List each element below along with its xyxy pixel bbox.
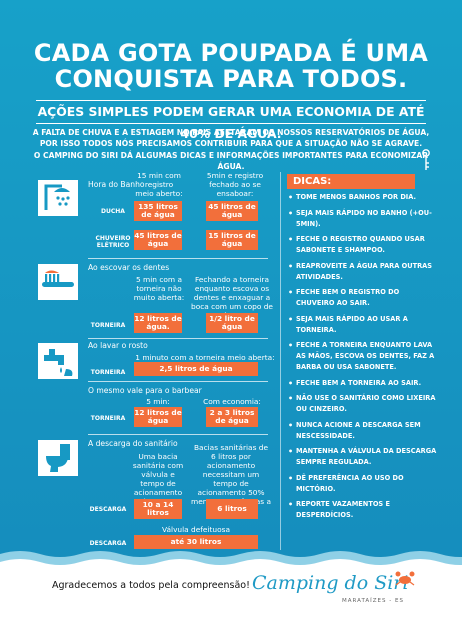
sanitario-col1-header: Uma bacia sanitária com válvula e tempo … xyxy=(132,452,184,506)
list-item: REPORTE VAZAMENTOS E DESPERDÍCIOS. xyxy=(288,499,438,521)
dentes-section-label: Ao escovar os dentes xyxy=(88,263,170,272)
rosto-section-label: Ao lavar o rosto xyxy=(88,341,148,350)
intro-line: POR ISSO TODOS NÓS PRECISAMOS CONTRIBUIR… xyxy=(39,139,423,149)
row-label-torneira-dentes: TORNEIRA xyxy=(90,322,126,329)
list-item: FECHE BEM O REGISTRO DO CHUVEIRO AO SAIR… xyxy=(288,287,438,309)
toilet-icon xyxy=(38,440,78,476)
list-item: NUNCA ACIONE A DESCARGA SEM NESCESSIDADE… xyxy=(288,420,438,442)
shower-icon xyxy=(38,180,78,216)
value-chuveiro-normal: 45 litros de água xyxy=(134,230,182,250)
value-dentes-economia: 1/2 litro de água xyxy=(206,313,258,333)
row-label-torneira-rosto: TORNEIRA xyxy=(90,369,126,376)
title-line-1: CADA GOTA POUPADA É UMA xyxy=(33,39,429,67)
crab-icon xyxy=(395,571,415,586)
value-ducha-normal: 135 litros de água xyxy=(134,201,182,221)
dicas-title: DICAS: xyxy=(287,174,415,189)
divider xyxy=(88,381,268,382)
list-item: NÃO USE O SANITÁRIO COMO LIXEIRA OU CINZ… xyxy=(288,393,438,415)
row-label-descarga: DESCARGA xyxy=(89,506,127,513)
barba-section-label: O mesmo vale para o barbear xyxy=(88,386,202,395)
key-icon xyxy=(422,149,430,170)
banho-col2-header: 5min e registro fechado ao se ensaboar: xyxy=(206,171,264,198)
list-item: MANTENHA A VÁLVULA DA DESCARGA SEMPRE RE… xyxy=(288,446,438,468)
list-item: FECHE BEM A TORNEIRA AO SAIR. xyxy=(288,378,438,389)
teal-background: CADA GOTA POUPADA É UMA CONQUISTA PARA T… xyxy=(0,0,462,572)
dicas-list: TOME MENOS BANHOS POR DIA. SEJA MAIS RÁP… xyxy=(288,192,438,526)
intro-text: A FALTA DE CHUVA E A ESTIAGEM NO PAIS AF… xyxy=(30,127,432,173)
logo-subtitle: MARATAÍZES - ES xyxy=(342,598,404,604)
intro-line: O CAMPING DO SIRI DÁ ALGUMAS DICAS E INF… xyxy=(33,150,429,172)
value-descarga-defeituosa: até 30 litros xyxy=(134,535,258,549)
banho-section-label: Hora do Banho xyxy=(88,180,145,189)
list-item: FECHE O REGISTRO QUANDO USAR SABONETE E … xyxy=(288,234,438,256)
value-descarga-normal: 10 a 14 litros xyxy=(134,499,182,519)
dentes-col1-header: 5 min com a torneira não muito aberta: xyxy=(133,275,185,302)
row-label-chuveiro: CHUVEIRO ELÉTRICO xyxy=(95,235,131,249)
rosto-note: 1 minuto com a torneira meio aberta: xyxy=(135,353,275,362)
value-chuveiro-economia: 15 litros de água xyxy=(206,230,258,250)
value-rosto: 2,5 litros de água xyxy=(134,362,258,376)
camping-logo: Camping do Siri MARATAÍZES - ES xyxy=(252,568,422,608)
faucet-icon xyxy=(38,343,78,379)
row-label-descarga-2: DESCARGA xyxy=(89,540,127,547)
divider xyxy=(88,258,268,259)
list-item: TOME MENOS BANHOS POR DIA. xyxy=(288,192,438,203)
list-item: DÊ PREFERÊNCIA AO USO DO MICTÓRIO. xyxy=(288,473,438,495)
value-ducha-economia: 45 litros de água xyxy=(206,201,258,221)
list-item: SEJA MAIS RÁPIDO NO BANHO (+OU- 5MIN). xyxy=(288,208,438,230)
list-item: SEJA MAIS RÁPIDO AO USAR A TORNEIRA. xyxy=(288,314,438,336)
wave-decoration xyxy=(0,551,462,578)
barba-col1-header: 5 min: xyxy=(146,397,170,406)
divider xyxy=(88,434,268,435)
banho-col1-header: 15 min com registro meio aberto: xyxy=(135,171,183,198)
barba-col2-header: Com economia: xyxy=(203,397,261,406)
list-item: REAPROVEITE A ÁGUA PARA OUTRAS ATIVIDADE… xyxy=(288,261,438,283)
value-barba-economia: 2 a 3 litros de água xyxy=(206,407,258,427)
intro-line: A FALTA DE CHUVA E A ESTIAGEM NO PAIS AF… xyxy=(32,128,430,137)
sanitario-note2: Válvula defeituosa xyxy=(162,525,230,534)
column-separator xyxy=(280,172,281,550)
logo-text: Camping do Siri xyxy=(252,572,409,594)
title-line-2: CONQUISTA PARA TODOS. xyxy=(54,65,408,93)
sanitario-section-label: A descarga do sanitário xyxy=(88,439,178,448)
row-label-torneira-barba: TORNEIRA xyxy=(90,415,126,422)
subtitle: AÇÕES SIMPLES PODEM GERAR UMA ECONOMIA D… xyxy=(36,100,426,141)
divider xyxy=(88,338,268,339)
value-descarga-economia: 6 litros xyxy=(206,499,258,519)
value-dentes-normal: 12 litros de água. xyxy=(134,313,182,333)
toothbrush-icon xyxy=(38,264,78,300)
list-item: FECHE A TORNEIRA ENQUANTO LAVA AS MÃOS, … xyxy=(288,340,438,373)
value-barba-normal: 12 litros de água xyxy=(134,407,182,427)
thanks-message: Agradecemos a todos pela compreensão! xyxy=(52,580,250,591)
row-label-ducha: DUCHA xyxy=(101,208,125,215)
